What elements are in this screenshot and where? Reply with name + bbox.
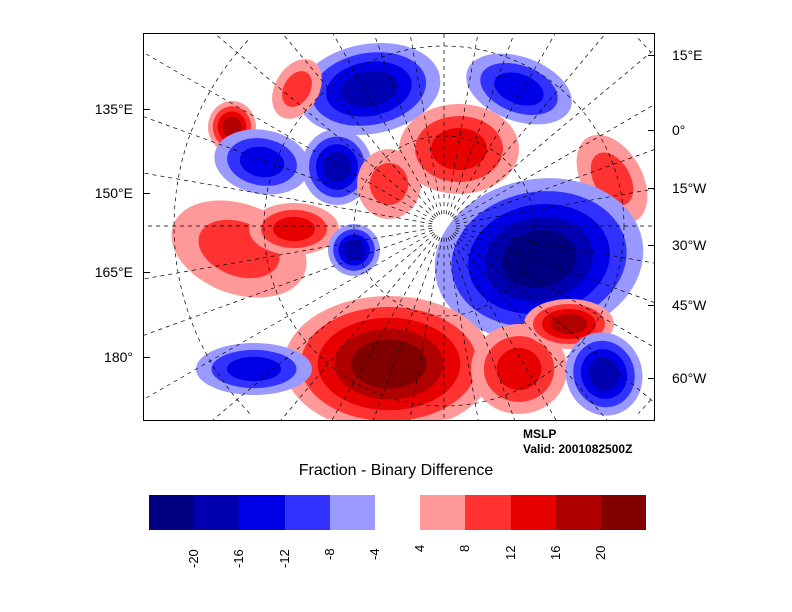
axis-tick bbox=[143, 357, 150, 358]
lon-label-right: 15°E bbox=[672, 47, 703, 63]
contour-region bbox=[226, 356, 282, 382]
meridian-line bbox=[331, 236, 439, 420]
contour-region bbox=[340, 70, 398, 108]
colorbar-label: -16 bbox=[231, 549, 247, 568]
meridian-line bbox=[144, 227, 433, 280]
meridian-line bbox=[144, 172, 433, 225]
axis-tick bbox=[143, 109, 150, 110]
colorbar-label: -4 bbox=[367, 548, 382, 560]
lon-label-right: 45°W bbox=[672, 297, 707, 313]
meridian-line bbox=[452, 49, 654, 219]
contour-region bbox=[588, 357, 620, 391]
colorbar-swatch bbox=[600, 495, 647, 530]
colorbar-swatch bbox=[329, 495, 375, 530]
lon-label-left: 135°E bbox=[94, 101, 133, 117]
meridian-line bbox=[452, 233, 654, 403]
contour-region bbox=[496, 348, 542, 390]
contour-region bbox=[494, 72, 544, 106]
meridian-line bbox=[409, 34, 443, 215]
meridian-line bbox=[454, 231, 654, 348]
lon-label-right: 0° bbox=[672, 122, 686, 138]
colorbar-label: -12 bbox=[276, 549, 292, 568]
field-name: MSLP bbox=[523, 427, 557, 441]
contour-region bbox=[239, 146, 285, 178]
contour-region bbox=[323, 151, 351, 183]
meridian-line bbox=[451, 234, 608, 420]
meridian-line bbox=[212, 233, 436, 420]
colorbar bbox=[149, 495, 647, 530]
colorbar-swatch bbox=[149, 495, 195, 530]
lon-label-left: 165°E bbox=[94, 264, 133, 280]
colorbar-title: Fraction - Binary Difference bbox=[298, 462, 494, 479]
axis-tick bbox=[648, 55, 655, 56]
meridian-line bbox=[445, 237, 479, 420]
axis-tick bbox=[648, 130, 655, 131]
axis-tick bbox=[143, 272, 150, 273]
meridian-line bbox=[449, 236, 557, 420]
axis-tick bbox=[648, 378, 655, 379]
colorbar-swatch bbox=[510, 495, 556, 530]
parallel-line bbox=[353, 135, 535, 317]
colorbar-swatch bbox=[194, 495, 240, 530]
map-panel bbox=[143, 33, 655, 421]
meridian-line bbox=[447, 237, 515, 420]
colorbar-swatch bbox=[465, 495, 511, 530]
axis-tick bbox=[648, 245, 655, 246]
lon-label-right: 60°W bbox=[672, 370, 707, 386]
meridian-line bbox=[455, 227, 654, 264]
colorbar-label: 4 bbox=[412, 544, 428, 552]
contour-region bbox=[343, 239, 365, 261]
meridian-line bbox=[455, 229, 654, 303]
contour-region bbox=[282, 71, 312, 107]
lon-label-right: 15°W bbox=[672, 180, 707, 196]
lon-label-left: 180° bbox=[104, 349, 133, 365]
meridian-line bbox=[409, 237, 443, 420]
contour-region bbox=[351, 339, 427, 389]
axis-tick bbox=[648, 305, 655, 306]
lon-label-right: 30°W bbox=[672, 237, 707, 253]
meridian-line bbox=[373, 34, 441, 215]
colorbar-swatch bbox=[374, 495, 421, 530]
colorbar-label: 20 bbox=[593, 545, 608, 560]
contour-region bbox=[273, 216, 315, 242]
axis-tick bbox=[648, 188, 655, 189]
axis-tick bbox=[143, 193, 150, 194]
meridian-line bbox=[447, 34, 515, 215]
meridian-line bbox=[373, 237, 441, 420]
meridian-line bbox=[144, 116, 433, 223]
plot-info: MSLP Valid: 2001082500Z bbox=[523, 427, 632, 457]
contour-region bbox=[222, 116, 242, 138]
colorbar-label: 8 bbox=[457, 544, 473, 552]
colorbar-label: 12 bbox=[502, 545, 518, 560]
contour-region bbox=[369, 163, 409, 205]
colorbar-label: 16 bbox=[547, 545, 563, 560]
contour-region bbox=[431, 128, 487, 170]
colorbar-label: -20 bbox=[186, 549, 202, 568]
contour-field bbox=[144, 34, 654, 420]
meridian-line bbox=[454, 104, 654, 221]
meridian-line bbox=[449, 34, 556, 216]
parallel-line bbox=[173, 38, 652, 414]
meridian-line bbox=[144, 229, 433, 336]
colorbar-swatch bbox=[420, 495, 466, 530]
colorbar-swatch bbox=[239, 495, 285, 530]
meridian-line bbox=[455, 188, 654, 225]
meridian-line bbox=[280, 234, 437, 420]
meridian-line bbox=[332, 34, 439, 216]
valid-time: Valid: 2001082500Z bbox=[523, 442, 633, 456]
contour-region bbox=[551, 314, 587, 334]
meridian-line bbox=[445, 34, 479, 215]
colorbar-swatch bbox=[555, 495, 601, 530]
colorbar-label: -8 bbox=[321, 548, 337, 560]
colorbar-swatch bbox=[284, 495, 330, 530]
meridian-line bbox=[455, 149, 654, 223]
lon-label-left: 150°E bbox=[94, 185, 133, 201]
